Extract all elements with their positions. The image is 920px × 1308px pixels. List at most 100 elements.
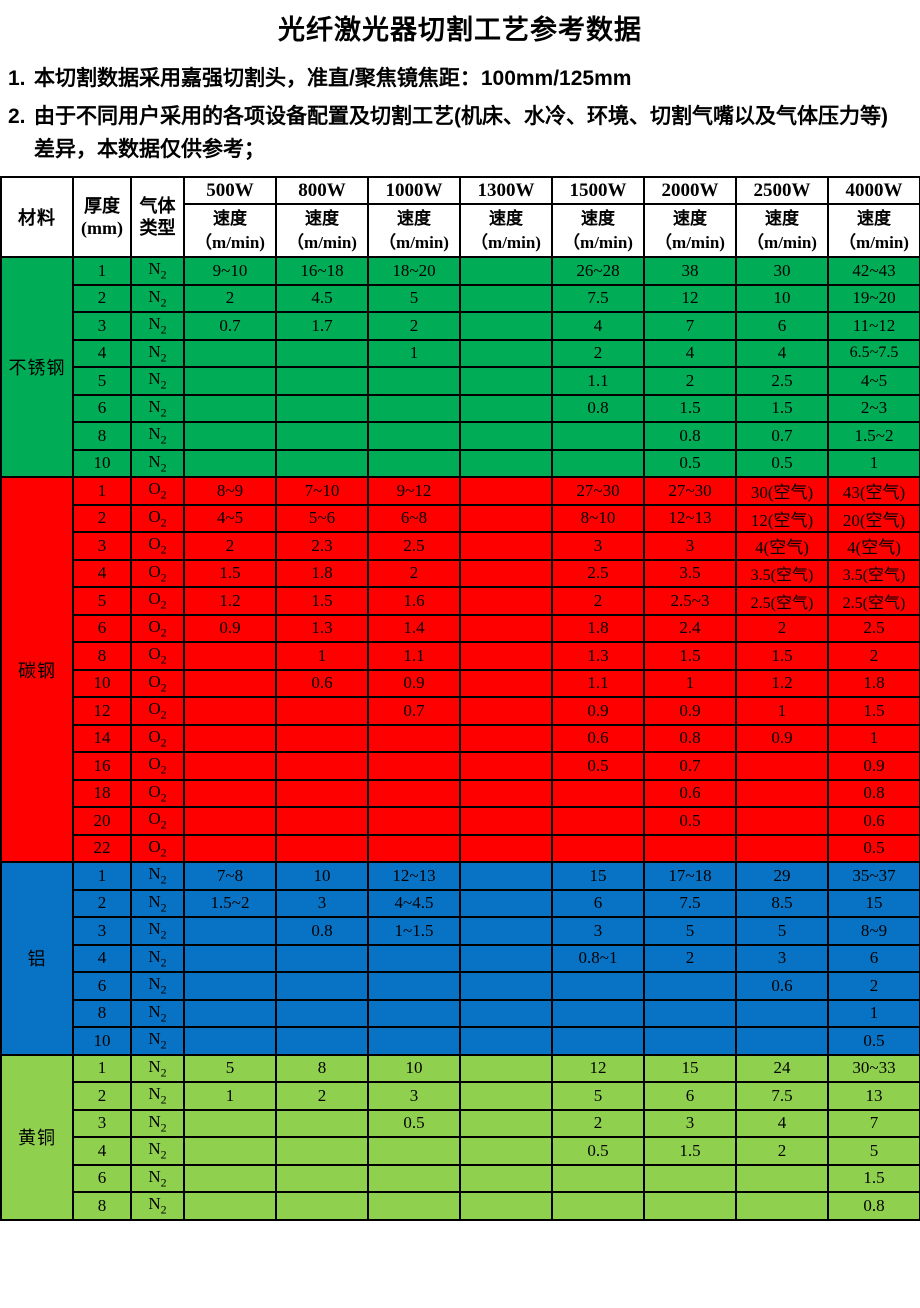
speed-cell-2000w xyxy=(643,1026,737,1056)
thickness-cell: 8 xyxy=(72,1191,132,1221)
speed-cell-1000w: 12~13 xyxy=(367,861,461,891)
thickness-cell: 10 xyxy=(72,668,132,698)
header-power-4000w: 4000W xyxy=(827,176,920,205)
speed-cell-2000w: 0.9 xyxy=(643,696,737,726)
speed-cell-2500w: 10 xyxy=(735,283,829,313)
speed-cell-2500w: 2 xyxy=(735,1136,829,1166)
speed-cell-4000w: 5 xyxy=(827,1136,920,1166)
gas-type-cell: N2 xyxy=(130,1191,185,1221)
header-thickness: 厚度 (mm) xyxy=(72,176,132,258)
speed-cell-2500w xyxy=(735,751,829,781)
speed-cell-1300w xyxy=(459,558,553,588)
speed-cell-1000w: 2.5 xyxy=(367,531,461,561)
speed-cell-800w: 1 xyxy=(275,641,369,671)
thickness-cell: 2 xyxy=(72,503,132,533)
speed-cell-1300w xyxy=(459,916,553,946)
header-speed-2000w: 速度 （m/min) xyxy=(643,203,737,258)
speed-cell-1300w xyxy=(459,888,553,918)
speed-cell-4000w: 1 xyxy=(827,723,920,753)
speed-cell-800w: 1.7 xyxy=(275,311,369,341)
speed-cell-1300w xyxy=(459,283,553,313)
speed-cell-2000w: 3.5 xyxy=(643,558,737,588)
speed-cell-1500w: 0.5 xyxy=(551,751,645,781)
speed-cell-2500w: 4 xyxy=(735,338,829,368)
speed-cell-4000w: 43(空气) xyxy=(827,476,920,506)
table-row-aluminum-3: 3 N2 0.8 1~1.5 3 5 5 8~9 xyxy=(1,916,920,946)
speed-cell-4000w: 0.9 xyxy=(827,751,920,781)
speed-cell-2000w: 2 xyxy=(643,943,737,973)
speed-cell-2500w: 30(空气) xyxy=(735,476,829,506)
speed-cell-800w: 16~18 xyxy=(275,256,369,286)
speed-cell-1500w: 1.1 xyxy=(551,366,645,396)
speed-cell-4000w: 19~20 xyxy=(827,283,920,313)
speed-cell-1300w xyxy=(459,751,553,781)
speed-cell-1500w: 26~28 xyxy=(551,256,645,286)
speed-cell-1500w xyxy=(551,1026,645,1056)
thickness-cell: 6 xyxy=(72,613,132,643)
speed-cell-800w xyxy=(275,998,369,1028)
gas-type-cell: N2 xyxy=(130,1053,185,1083)
speed-cell-800w: 1.5 xyxy=(275,586,369,616)
gas-type-cell: O2 xyxy=(130,668,185,698)
table-row-carbon-22: 22 O2 0.5 xyxy=(1,833,920,863)
header-power-2000w: 2000W xyxy=(643,176,737,205)
speed-cell-500w xyxy=(183,366,277,396)
speed-cell-4000w: 30~33 xyxy=(827,1053,920,1083)
gas-type-cell: N2 xyxy=(130,366,185,396)
thickness-cell: 12 xyxy=(72,696,132,726)
thickness-cell: 1 xyxy=(72,861,132,891)
speed-cell-2000w: 0.8 xyxy=(643,723,737,753)
speed-cell-1000w: 1 xyxy=(367,338,461,368)
speed-cell-1000w xyxy=(367,1136,461,1166)
speed-cell-2500w xyxy=(735,806,829,836)
speed-cell-1500w: 2 xyxy=(551,338,645,368)
thickness-cell: 1 xyxy=(72,1053,132,1083)
table-row-carbon-4: 4 O2 1.5 1.8 2 2.5 3.5 3.5(空气) 3.5(空气) xyxy=(1,558,920,588)
speed-cell-1300w xyxy=(459,641,553,671)
speed-cell-500w xyxy=(183,1163,277,1193)
table-row-brass-6: 6 N2 1.5 xyxy=(1,1163,920,1193)
speed-cell-800w: 0.8 xyxy=(275,916,369,946)
speed-cell-1500w xyxy=(551,998,645,1028)
material-cell-brass: 黄铜 xyxy=(0,1053,74,1221)
speed-cell-500w xyxy=(183,778,277,808)
speed-cell-2000w: 1.5 xyxy=(643,641,737,671)
speed-cell-2000w: 1.5 xyxy=(643,393,737,423)
thickness-cell: 4 xyxy=(72,943,132,973)
speed-cell-2000w: 15 xyxy=(643,1053,737,1083)
speed-cell-1500w: 0.8~1 xyxy=(551,943,645,973)
speed-cell-1000w: 1.6 xyxy=(367,586,461,616)
speed-cell-1300w xyxy=(459,998,553,1028)
speed-cell-4000w: 3.5(空气) xyxy=(827,558,920,588)
speed-cell-2000w: 5 xyxy=(643,916,737,946)
speed-cell-4000w: 2 xyxy=(827,641,920,671)
speed-cell-500w xyxy=(183,723,277,753)
speed-cell-1300w xyxy=(459,1108,553,1138)
speed-cell-500w: 1.2 xyxy=(183,586,277,616)
speed-cell-1500w: 2.5 xyxy=(551,558,645,588)
speed-cell-2500w xyxy=(735,1163,829,1193)
speed-cell-1000w: 4~4.5 xyxy=(367,888,461,918)
gas-type-cell: N2 xyxy=(130,1081,185,1111)
speed-cell-2000w: 7 xyxy=(643,311,737,341)
speed-cell-1000w xyxy=(367,1191,461,1221)
speed-cell-2000w xyxy=(643,1191,737,1221)
speed-cell-2500w: 29 xyxy=(735,861,829,891)
note-1-text: 本切割数据采用嘉强切割头，准直/聚焦镜焦距：100mm/125mm xyxy=(34,67,632,90)
note-1-number: 1. xyxy=(8,67,26,90)
speed-cell-1500w: 3 xyxy=(551,531,645,561)
speed-cell-2000w: 12~13 xyxy=(643,503,737,533)
speed-cell-1000w: 2 xyxy=(367,311,461,341)
speed-cell-500w xyxy=(183,806,277,836)
speed-cell-500w xyxy=(183,393,277,423)
speed-cell-2500w: 2 xyxy=(735,613,829,643)
thickness-cell: 16 xyxy=(72,751,132,781)
speed-cell-1500w: 1.8 xyxy=(551,613,645,643)
header-gas-type: 气体 类型 xyxy=(130,176,185,258)
speed-cell-1300w xyxy=(459,338,553,368)
speed-cell-1300w xyxy=(459,503,553,533)
speed-cell-2000w: 12 xyxy=(643,283,737,313)
table-row-carbon-2: 2 O2 4~5 5~6 6~8 8~10 12~13 12(空气) 20(空气) xyxy=(1,503,920,533)
thickness-cell: 4 xyxy=(72,1136,132,1166)
speed-cell-1500w: 15 xyxy=(551,861,645,891)
